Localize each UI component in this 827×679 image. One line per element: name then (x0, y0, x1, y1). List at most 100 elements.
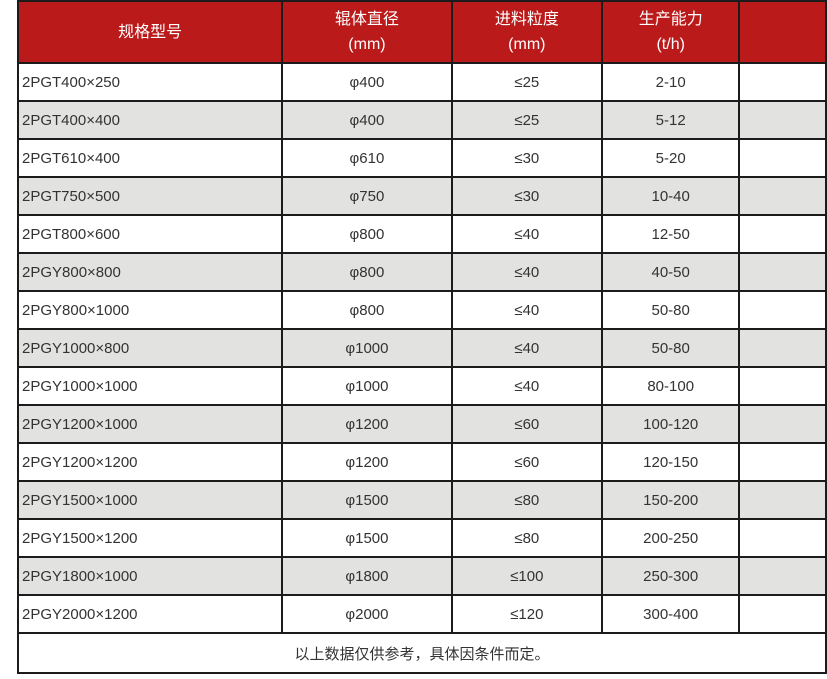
feed-size-cell: ≤60 (450, 442, 604, 482)
clipped-cell (738, 556, 827, 596)
capacity-cell: 50-80 (601, 328, 741, 368)
table-row: 2PGY2000×1200 φ2000 ≤120 300-400 (16, 594, 827, 634)
capacity-cell: 120-150 (601, 442, 741, 482)
capacity-cell: 250-300 (601, 556, 741, 596)
table-row: 2PGY1500×1200 φ1500 ≤80 200-250 (16, 518, 827, 558)
model-cell: 2PGT400×400 (16, 100, 284, 140)
clipped-cell (738, 480, 827, 520)
column-title: 进料粒度 (494, 11, 559, 28)
clipped-cell (738, 518, 827, 558)
model-cell: 2PGY1500×1200 (16, 518, 284, 558)
feed-size-cell: ≤80 (450, 480, 604, 520)
model-cell: 2PGY1800×1000 (16, 556, 284, 596)
model-cell: 2PGY1200×1000 (16, 404, 284, 444)
clipped-column-header (738, 0, 827, 64)
diameter-cell: φ1800 (281, 556, 453, 596)
table-row: 2PGY800×1000 φ800 ≤40 50-80 (16, 290, 827, 330)
feed-size-cell: ≤40 (450, 214, 604, 254)
feed-size-cell: ≤60 (450, 404, 604, 444)
table-row: 2PGT800×600 φ800 ≤40 12-50 (16, 214, 827, 254)
diameter-cell: φ610 (281, 138, 453, 178)
table-row: 2PGY1000×800 φ1000 ≤40 50-80 (16, 328, 827, 368)
model-cell: 2PGY1500×1000 (16, 480, 284, 520)
clipped-cell (738, 62, 827, 102)
diameter-cell: φ800 (281, 290, 453, 330)
model-cell: 2PGY1000×1000 (16, 366, 284, 406)
capacity-cell: 12-50 (601, 214, 741, 254)
column-title: 生产能力 (638, 11, 703, 28)
model-cell: 2PGY1200×1200 (16, 442, 284, 482)
diameter-cell: φ1000 (281, 328, 453, 368)
spec-table-header: 规格型号 辊体直径 (mm) 进料粒度 (mm) 生产能力 (t/h) (16, 0, 827, 64)
model-cell: 2PGY800×1000 (16, 290, 284, 330)
diameter-cell: φ2000 (281, 594, 453, 634)
column-unit: (mm) (348, 36, 386, 53)
feed-size-cell: ≤100 (450, 556, 604, 596)
table-row: 2PGT400×250 φ400 ≤25 2-10 (16, 62, 827, 102)
model-cell: 2PGT610×400 (16, 138, 284, 178)
capacity-cell: 50-80 (601, 290, 741, 330)
column-title: 规格型号 (118, 23, 183, 41)
header-row: 规格型号 辊体直径 (mm) 进料粒度 (mm) 生产能力 (t/h) (16, 0, 827, 64)
model-cell: 2PGY1000×800 (16, 328, 284, 368)
capacity-cell: 40-50 (601, 252, 741, 292)
clipped-cell (738, 290, 827, 330)
capacity-cell: 100-120 (601, 404, 741, 444)
clipped-cell (738, 252, 827, 292)
model-cell: 2PGT800×600 (16, 214, 284, 254)
column-title: 辊体直径 (334, 11, 399, 28)
clipped-cell (738, 100, 827, 140)
diameter-cell: φ1500 (281, 518, 453, 558)
feed-size-cell: ≤40 (450, 328, 604, 368)
capacity-cell: 200-250 (601, 518, 741, 558)
capacity-cell: 5-12 (601, 100, 741, 140)
feed-size-cell: ≤30 (450, 138, 604, 178)
capacity-cell: 80-100 (601, 366, 741, 406)
diameter-cell: φ1200 (281, 442, 453, 482)
column-header-capacity: 生产能力 (t/h) (601, 0, 741, 64)
capacity-cell: 300-400 (601, 594, 741, 634)
model-cell: 2PGT750×500 (16, 176, 284, 216)
feed-size-cell: ≤25 (450, 100, 604, 140)
spec-table-footer: 以上数据仅供参考，具体因条件而定。 (17, 632, 827, 674)
feed-size-cell: ≤40 (450, 366, 604, 406)
feed-size-cell: ≤30 (450, 176, 604, 216)
column-header-model: 规格型号 (16, 0, 284, 64)
clipped-cell (738, 214, 827, 254)
table-row: 2PGY1800×1000 φ1800 ≤100 250-300 (16, 556, 827, 596)
feed-size-cell: ≤80 (450, 518, 604, 558)
feed-size-cell: ≤40 (450, 252, 604, 292)
table-row: 2PGY800×800 φ800 ≤40 40-50 (16, 252, 827, 292)
model-cell: 2PGY800×800 (16, 252, 284, 292)
capacity-cell: 10-40 (601, 176, 741, 216)
model-cell: 2PGT400×250 (16, 62, 284, 102)
column-header-feed-size: 进料粒度 (mm) (450, 0, 604, 64)
capacity-cell: 2-10 (601, 62, 741, 102)
table-row: 2PGY1200×1200 φ1200 ≤60 120-150 (16, 442, 827, 482)
table-row: 2PGY1500×1000 φ1500 ≤80 150-200 (16, 480, 827, 520)
footer-row: 以上数据仅供参考，具体因条件而定。 (17, 632, 827, 674)
clipped-cell (738, 176, 827, 216)
spec-table-body: 2PGT400×250 φ400 ≤25 2-10 2PGT400×400 φ400 ≤25… (16, 62, 827, 634)
clipped-cell (738, 404, 827, 444)
feed-size-cell: ≤120 (450, 594, 604, 634)
table-row: 2PGY1200×1000 φ1200 ≤60 100-120 (16, 404, 827, 444)
column-header-roller-diameter: 辊体直径 (mm) (281, 0, 453, 64)
column-unit: (mm) (508, 36, 546, 53)
feed-size-cell: ≤25 (450, 62, 604, 102)
footer-note: 以上数据仅供参考，具体因条件而定。 (17, 632, 827, 674)
column-unit: (t/h) (656, 36, 685, 53)
diameter-cell: φ800 (281, 214, 453, 254)
capacity-cell: 150-200 (601, 480, 741, 520)
diameter-cell: φ1200 (281, 404, 453, 444)
clipped-cell (738, 366, 827, 406)
model-cell: 2PGY2000×1200 (16, 594, 284, 634)
table-row: 2PGT610×400 φ610 ≤30 5-20 (16, 138, 827, 178)
spec-table: 规格型号 辊体直径 (mm) 进料粒度 (mm) 生产能力 (t/h) 2PGT400… (16, 0, 827, 674)
diameter-cell: φ1500 (281, 480, 453, 520)
feed-size-cell: ≤40 (450, 290, 604, 330)
diameter-cell: φ400 (281, 100, 453, 140)
clipped-cell (738, 138, 827, 178)
diameter-cell: φ1000 (281, 366, 453, 406)
